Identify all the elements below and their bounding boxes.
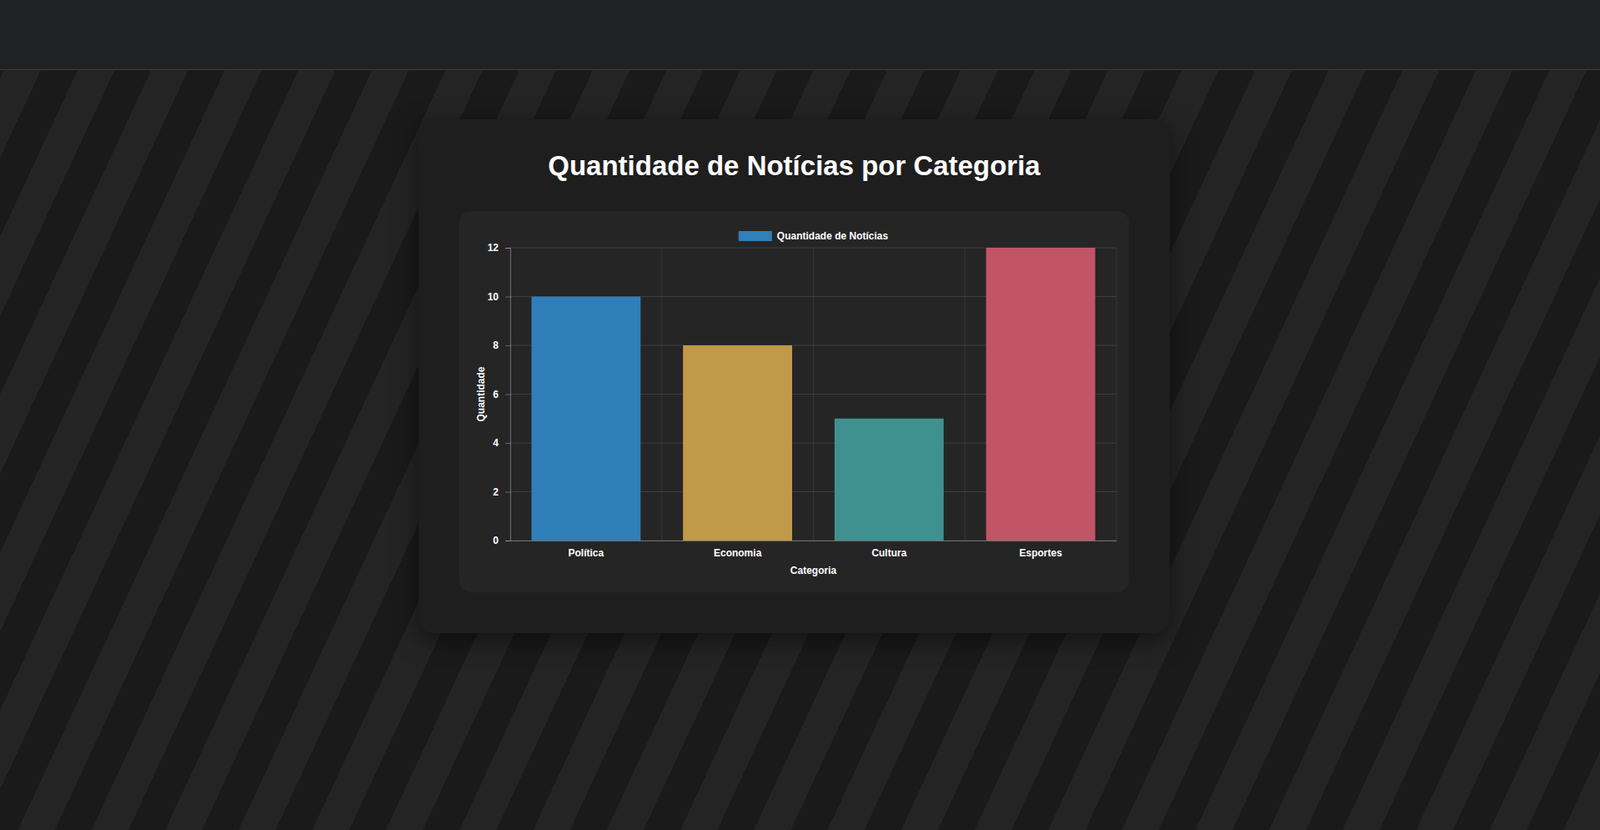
grid-line-vertical — [661, 247, 663, 541]
tick: 6 — [492, 388, 511, 401]
bar — [834, 418, 944, 541]
y-axis-title: Quantidade — [475, 366, 487, 422]
bar — [682, 345, 793, 541]
legend-swatch — [738, 230, 773, 241]
tick-label: 6 — [492, 388, 499, 401]
tick-label: 8 — [492, 339, 499, 352]
tick-mark — [505, 394, 511, 396]
x-axis-title: Categoria — [790, 564, 838, 577]
tick: Política — [568, 540, 605, 559]
tick: 0 — [492, 534, 511, 547]
tick: 4 — [492, 436, 511, 449]
tick-mark — [505, 247, 511, 249]
chart: 0 2 4 6 8 10 12 Política Economia Cultura Esportes… — [0, 0, 1600, 830]
tick-label: 4 — [492, 436, 499, 449]
tick-label: 12 — [487, 241, 500, 254]
bar — [531, 296, 641, 542]
grid — [510, 247, 1117, 541]
tick-mark — [505, 345, 511, 347]
bars — [531, 247, 1095, 541]
tick-label: Economia — [713, 546, 763, 559]
tick-label: 2 — [492, 486, 499, 498]
x-axis: Política Economia Cultura Esportes — [511, 540, 1118, 559]
tick: 12 — [487, 241, 511, 254]
tick-mark — [505, 491, 511, 493]
y-axis: 0 2 4 6 8 10 12 — [487, 241, 512, 547]
grid-line-vertical — [1116, 247, 1118, 541]
browser-bar — [0, 0, 1600, 71]
tick-label: Política — [568, 546, 605, 559]
bar — [986, 247, 1096, 541]
axis-line — [511, 540, 1118, 542]
tick-label: Cultura — [871, 546, 907, 559]
legend: Quantidade de Notícias — [738, 230, 889, 242]
tick: Esportes — [1018, 540, 1063, 559]
grid-line-vertical — [964, 247, 966, 541]
tick-mark — [505, 442, 511, 444]
chart-title: Quantidade de Notícias por Categoria — [418, 150, 1170, 182]
tick: 10 — [487, 290, 511, 303]
tick-label: 0 — [492, 534, 499, 547]
legend-label: Quantidade de Notícias — [777, 230, 889, 242]
tick-mark — [505, 296, 511, 298]
tick-mark — [505, 540, 511, 542]
tick-label: 10 — [487, 290, 500, 303]
tick: 2 — [492, 486, 511, 498]
tick-label: Esportes — [1018, 546, 1063, 559]
tick: 8 — [492, 339, 511, 352]
tick: Cultura — [871, 540, 907, 559]
tick: Economia — [713, 540, 763, 559]
axis-line — [505, 248, 512, 542]
grid-line-vertical — [812, 247, 814, 541]
